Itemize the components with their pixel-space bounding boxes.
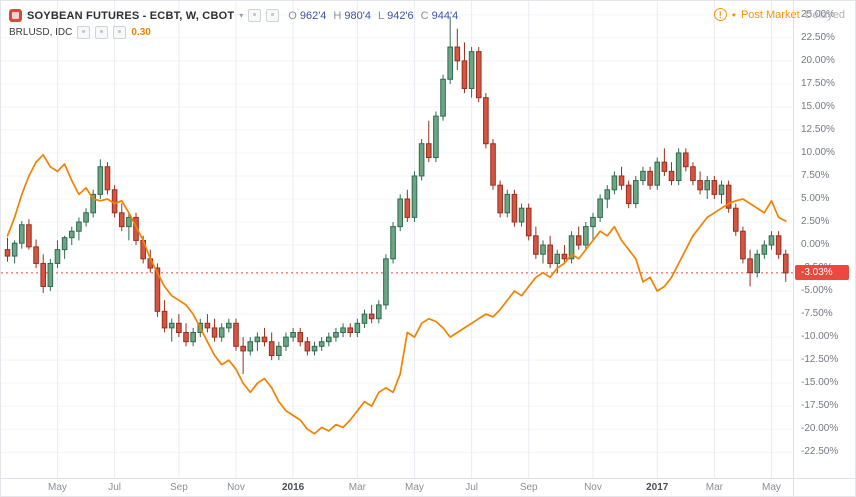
x-axis-label: May [762,482,781,493]
x-axis-label: 2017 [646,482,669,493]
chevron-down-icon[interactable]: ▾ [239,11,244,20]
candlestick-chart [1,1,793,478]
high-label: H [333,9,342,22]
x-axis-label: Sep [169,482,188,493]
status-dot-icon: • [731,7,736,22]
last-value-badge: -3.03% [795,264,849,280]
close-value: 944'4 [431,9,459,22]
ohlc-values: O 962'4 H 980'4 L 942'6 C 944'4 [288,10,458,22]
y-axis-label: 15.00% [801,100,835,112]
legend-toggle-button[interactable] [248,9,262,22]
close-label: C [420,9,429,22]
y-axis-label: -7.50% [801,308,833,320]
legend-settings-button[interactable] [266,9,280,22]
y-axis-label: 12.50% [801,123,835,135]
open-label: O [288,9,297,22]
chart-plot-area[interactable] [1,1,793,478]
market-status: ! • Post Market Delayed [713,7,845,22]
x-axis-label: Mar [705,482,723,493]
y-axis-label: -17.50% [801,400,839,412]
x-axis-label: Mar [348,482,366,493]
compare-symbol-title[interactable]: BRLUSD, IDC [9,27,73,38]
y-axis-label: 25.00% [801,8,835,20]
compare-settings-button[interactable] [95,26,109,39]
y-axis-label: 10.00% [801,146,835,158]
time-axis[interactable]: May Jul Sep Nov 2016 Mar May Jul Sep Nov 2017 Mar Ma… [1,478,793,496]
y-axis-label: -5.00% [801,285,833,297]
y-axis-label: -15.00% [801,377,839,389]
y-axis-label: 0.00% [801,239,830,251]
compare-symbol-row: BRLUSD, IDC 0.30 [9,24,458,41]
x-axis-label: May [405,482,424,493]
x-axis-label: Sep [519,482,538,493]
x-axis-label: Nov [227,482,245,493]
compare-value: 0.30 [131,27,151,38]
y-axis-label: -12.50% [801,354,839,366]
x-axis-label: Nov [584,482,602,493]
y-axis-label: 2.50% [801,216,830,227]
alert-icon[interactable]: ! [713,8,727,21]
y-axis-label: 22.50% [801,31,835,43]
y-axis-label: 20.00% [801,54,835,66]
y-axis-label: -22.50% [801,446,839,458]
low-label: L [377,9,385,22]
y-axis-label: -10.00% [801,331,839,343]
x-axis-label: Jul [108,482,121,493]
x-axis-label: May [48,482,67,493]
post-market-label: Post Market [740,8,800,21]
symbol-logo-icon [9,9,22,22]
y-axis-label: 5.00% [801,192,830,204]
axis-corner [793,478,855,496]
compare-eye-button[interactable] [77,26,91,39]
price-axis[interactable]: -3.03% 25.00% 22.50% 20.00% 17.50% 15.00% 12.… [793,1,855,478]
high-value: 980'4 [344,9,371,22]
y-axis-label: 17.50% [801,77,835,89]
y-axis-label: -20.00% [801,423,839,435]
delayed-label: Delayed [804,8,845,21]
x-axis-label: Jul [465,482,478,493]
chart-legend: SOYBEAN FUTURES - ECBT, W, CBOT ▾ O 962'4… [9,7,458,41]
compare-close-button[interactable] [113,26,127,39]
low-value: 942'6 [387,9,414,22]
y-axis-label: 7.50% [801,169,830,181]
main-symbol-row: SOYBEAN FUTURES - ECBT, W, CBOT ▾ O 962'4… [9,7,458,24]
x-axis-label: 2016 [281,482,305,493]
open-value: 962'4 [299,9,327,22]
symbol-title[interactable]: SOYBEAN FUTURES - ECBT, W, CBOT [27,9,235,22]
